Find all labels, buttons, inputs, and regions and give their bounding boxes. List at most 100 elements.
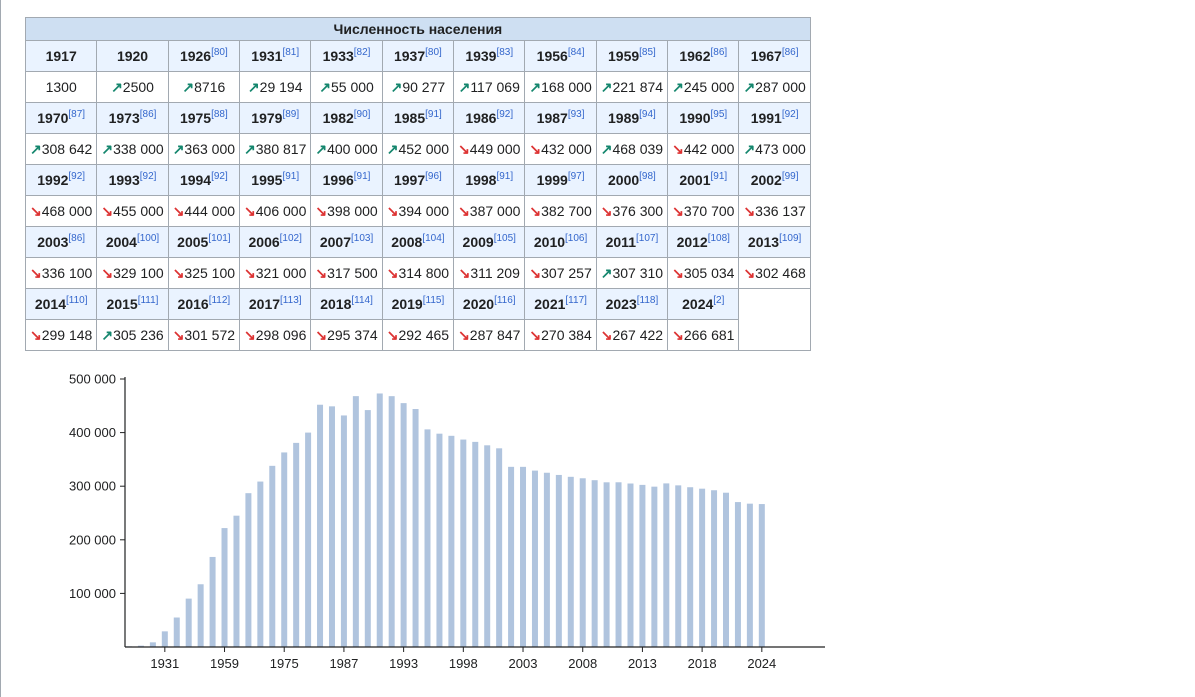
value-cell: ↘336 137 — [738, 195, 811, 227]
reference-link[interactable]: [91] — [282, 171, 300, 182]
table-caption: Численность населения — [25, 17, 811, 41]
value-cell: ↘329 100 — [96, 257, 169, 289]
empty-cell — [738, 288, 811, 351]
reference-link[interactable]: [95] — [710, 109, 728, 120]
year-cell: 1993[92] — [96, 164, 169, 196]
value-cell: ↘270 384 — [524, 319, 597, 351]
bar-1970 — [257, 481, 264, 647]
reference-link[interactable]: [96] — [425, 171, 442, 182]
reference-link[interactable]: [87] — [68, 109, 86, 120]
reference-link[interactable]: [98] — [639, 171, 656, 182]
bar-2002 — [508, 466, 515, 647]
reference-link[interactable]: [90] — [353, 109, 371, 120]
reference-link[interactable]: [84] — [567, 47, 585, 58]
reference-link[interactable]: [107] — [635, 233, 659, 244]
year-label: 1999 — [536, 172, 568, 188]
reference-link[interactable]: [118] — [636, 295, 659, 306]
value-row: ↘336 100 ↘329 100 ↘325 100 ↘321 000 ↘317 500… — [24, 257, 811, 289]
reference-link[interactable]: [80] — [211, 47, 228, 58]
reference-link[interactable]: [88] — [211, 109, 228, 120]
bar-1995 — [424, 429, 431, 647]
reference-link[interactable]: [92] — [211, 171, 228, 182]
year-cell: 1917 — [24, 40, 98, 72]
year-cell: 2020[116] — [453, 288, 526, 320]
arrow-up-icon: ↗ — [315, 140, 328, 157]
population-value: 376 300 — [612, 202, 664, 219]
arrow-down-icon: ↘ — [315, 264, 328, 281]
year-label: 1959 — [608, 48, 640, 64]
reference-link[interactable]: [89] — [282, 109, 300, 120]
reference-link[interactable]: [80] — [425, 47, 442, 58]
year-label: 2013 — [747, 234, 780, 250]
year-label: 2001 — [679, 172, 711, 188]
bar-1931 — [161, 631, 168, 647]
reference-link[interactable]: [97] — [567, 171, 585, 182]
reference-link[interactable]: [92] — [781, 109, 799, 120]
population-value: 449 000 — [469, 140, 521, 157]
arrow-down-icon: ↘ — [315, 326, 328, 343]
population-value: 299 148 — [41, 326, 93, 343]
reference-link[interactable]: [117] — [565, 295, 587, 306]
reference-link[interactable]: [92] — [139, 171, 157, 182]
reference-link[interactable]: [86] — [139, 109, 157, 120]
bar-1990 — [364, 410, 371, 647]
year-cell: 1996[91] — [310, 164, 383, 196]
reference-link[interactable]: [116] — [494, 295, 516, 306]
population-bar-chart: 100 000 200 000 300 000 400 000 500 000 1931… — [69, 372, 825, 671]
reference-link[interactable]: [82] — [353, 47, 371, 58]
reference-link[interactable]: [91] — [496, 171, 514, 182]
year-label: 2024 — [682, 296, 714, 312]
bar-1997 — [448, 435, 455, 647]
reference-link[interactable]: [110] — [66, 295, 88, 306]
year-cell: 1956[84] — [524, 40, 597, 72]
population-value: 267 422 — [612, 326, 664, 343]
population-value: 168 000 — [541, 78, 592, 95]
year-label: 2000 — [608, 172, 640, 188]
year-label: 2005 — [177, 234, 209, 250]
reference-link[interactable]: [112] — [208, 295, 231, 306]
y-tick-label: 100 000 — [69, 586, 116, 601]
reference-link[interactable]: [99] — [781, 171, 799, 182]
reference-link[interactable]: [106] — [565, 233, 588, 244]
reference-link[interactable]: [85] — [639, 47, 656, 58]
value-cell: ↘321 000 — [239, 257, 312, 289]
reference-link[interactable]: [102] — [279, 233, 302, 244]
reference-link[interactable]: [81] — [282, 47, 300, 58]
reference-link[interactable]: [108] — [707, 233, 730, 244]
reference-link[interactable]: [91] — [425, 109, 442, 120]
value-cell: ↘307 257 — [524, 257, 597, 289]
reference-link[interactable]: [83] — [496, 47, 514, 58]
reference-link[interactable]: [92] — [68, 171, 86, 182]
population-value: 270 384 — [541, 326, 592, 343]
reference-link[interactable]: [94] — [639, 109, 656, 120]
reference-link[interactable]: [103] — [351, 233, 374, 244]
reference-link[interactable]: [92] — [496, 109, 514, 120]
reference-link[interactable]: [115] — [422, 295, 445, 306]
arrow-up-icon: ↗ — [743, 78, 756, 95]
value-row: 1300 ↗2500 ↗8716 ↗29 194 ↗55 000 ↗90 277 ↗117 … — [24, 71, 811, 103]
bar-2006 — [555, 474, 562, 647]
reference-link[interactable]: [111] — [137, 295, 159, 306]
reference-link[interactable]: [86] — [68, 233, 86, 244]
reference-link[interactable]: [101] — [208, 233, 231, 244]
x-tick-label: 2008 — [568, 656, 597, 671]
reference-link[interactable]: [113] — [280, 295, 302, 306]
reference-link[interactable]: [91] — [710, 171, 728, 182]
reference-link[interactable]: [93] — [567, 109, 585, 120]
reference-link[interactable]: [86] — [710, 47, 728, 58]
reference-link[interactable]: [114] — [351, 295, 373, 306]
year-cell: 1970[87] — [24, 102, 98, 134]
year-cell: 2017[113] — [239, 288, 312, 320]
bar-2015 — [663, 483, 670, 647]
reference-link[interactable]: [104] — [422, 233, 445, 244]
year-cell: 2003[86] — [24, 226, 98, 258]
year-label: 2010 — [533, 234, 566, 250]
year-cell: 1979[89] — [239, 102, 312, 134]
arrow-down-icon: ↘ — [101, 264, 114, 281]
reference-link[interactable]: [91] — [353, 171, 371, 182]
reference-link[interactable]: [100] — [136, 233, 160, 244]
reference-link[interactable]: [109] — [779, 233, 802, 244]
reference-link[interactable]: [2] — [713, 295, 725, 306]
reference-link[interactable]: [86] — [781, 47, 799, 58]
reference-link[interactable]: [105] — [493, 233, 516, 244]
